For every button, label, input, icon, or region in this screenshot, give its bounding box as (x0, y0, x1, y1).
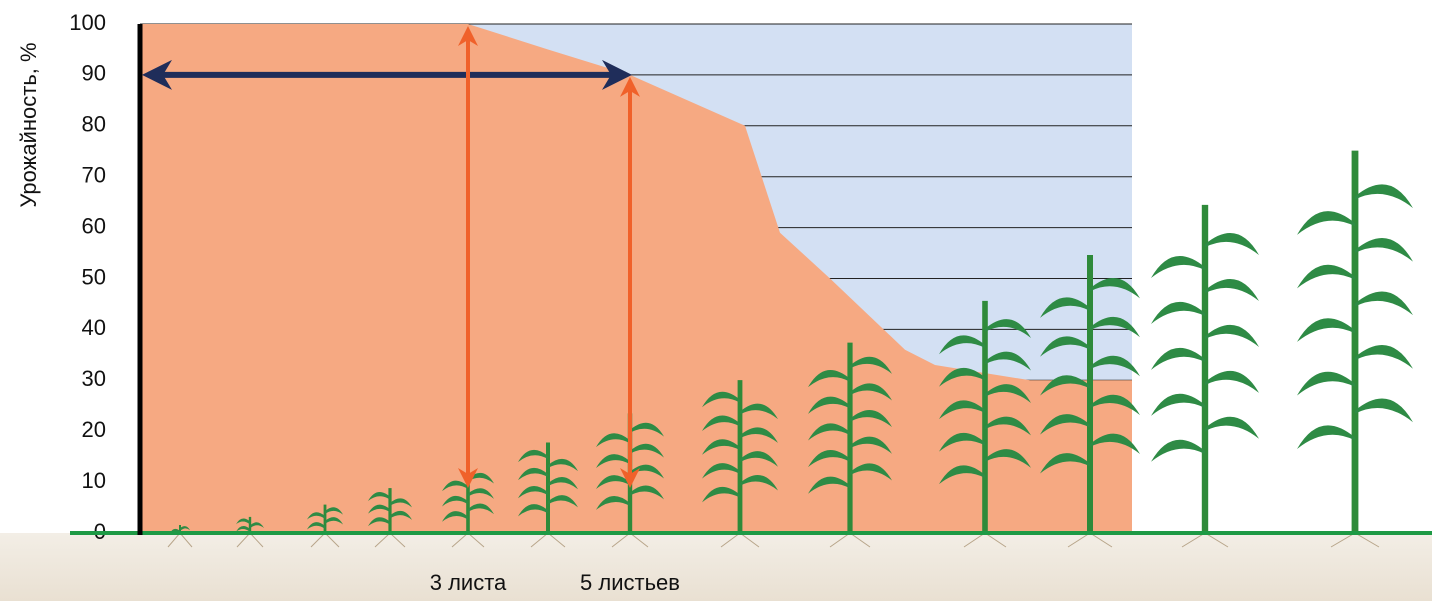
y-axis-label: Урожайность, % (16, 42, 41, 207)
plant (518, 442, 578, 548)
y-tick-label: 40 (82, 315, 106, 340)
x-tick-label: 5 листьев (580, 570, 680, 595)
plant (368, 488, 412, 548)
y-tick-label: 100 (69, 10, 106, 35)
plant (808, 342, 892, 548)
plant (1040, 255, 1140, 548)
plant (1297, 150, 1413, 548)
plant (939, 300, 1031, 548)
y-tick-label: 50 (82, 264, 106, 289)
y-tick-label: 10 (82, 468, 106, 493)
y-tick-label: 60 (82, 213, 106, 238)
x-tick-label: 3 листа (430, 570, 507, 595)
y-tick-label: 90 (82, 61, 106, 86)
y-tick-label: 80 (82, 112, 106, 137)
ground (0, 533, 1432, 601)
plant (702, 380, 778, 548)
y-tick-label: 30 (82, 366, 106, 391)
y-tick-label: 20 (82, 417, 106, 442)
plant (1151, 204, 1259, 548)
y-tick-label: 70 (82, 163, 106, 188)
